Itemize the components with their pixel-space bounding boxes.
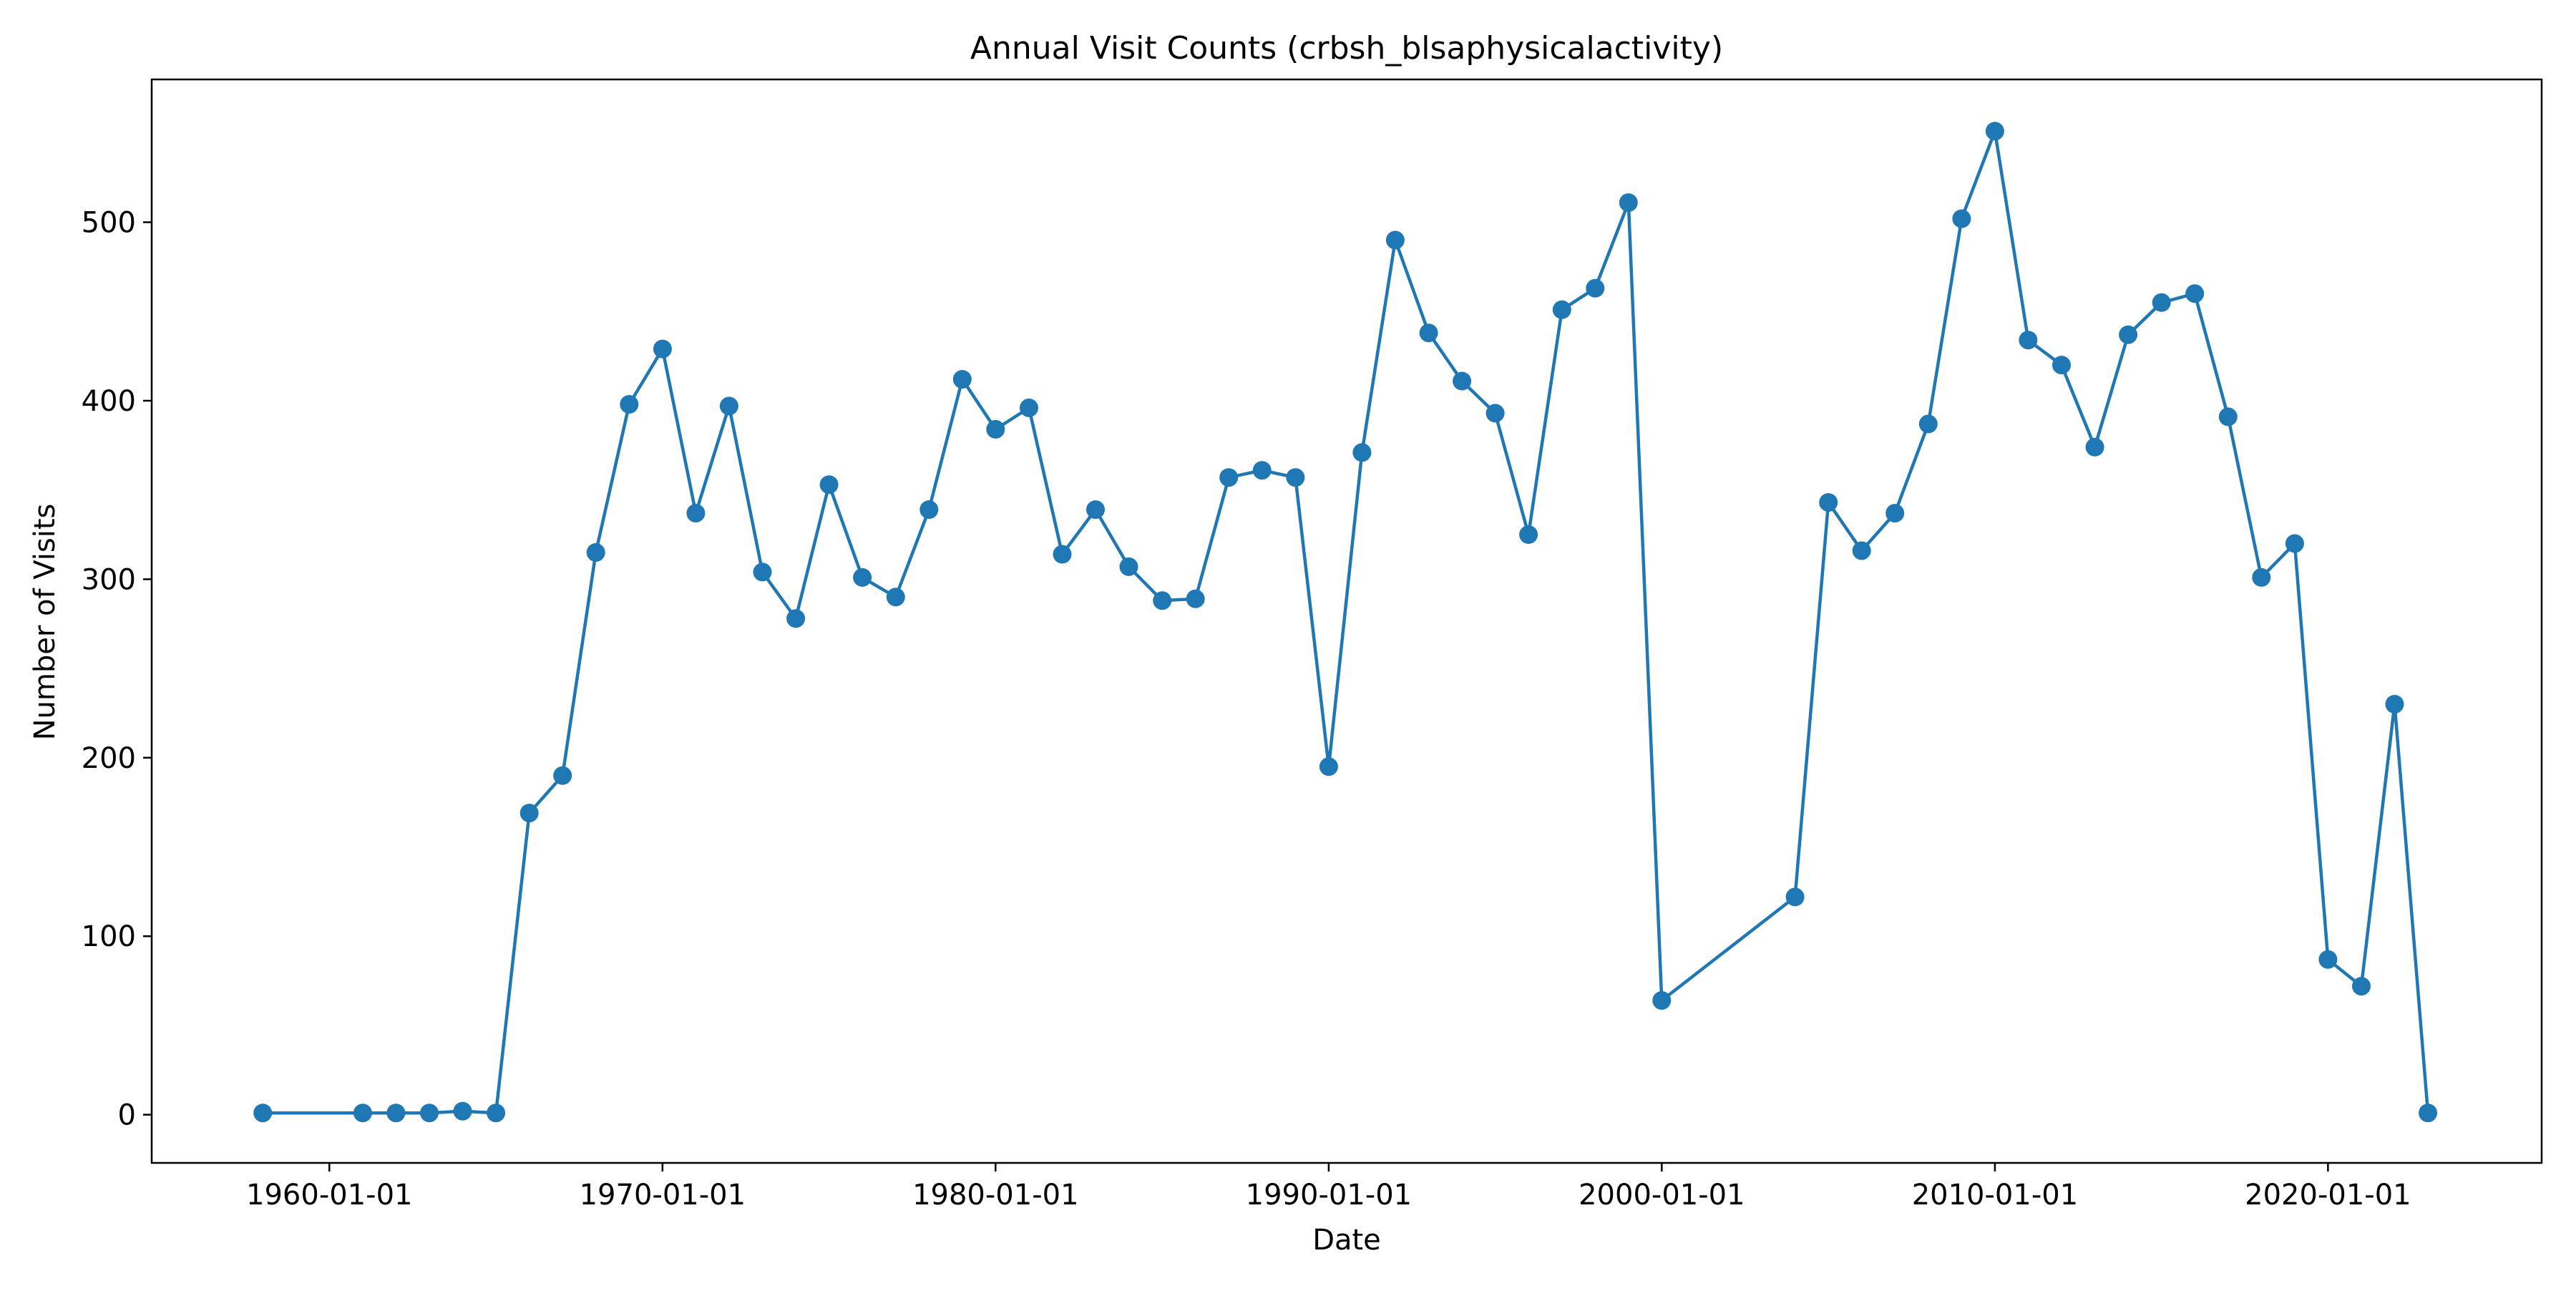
data-point — [1485, 404, 1505, 423]
x-axis-label: Date — [1312, 1224, 1381, 1257]
y-tick-label: 200 — [82, 742, 136, 775]
y-tick-label: 500 — [82, 207, 136, 240]
data-point — [2419, 1104, 2438, 1123]
data-point — [1219, 468, 1239, 487]
chart-title: Annual Visit Counts (crbsh_blsaphysicala… — [970, 30, 1723, 67]
data-point — [1319, 757, 1338, 776]
data-point — [620, 395, 639, 414]
data-point — [1785, 887, 1805, 907]
data-point — [420, 1104, 439, 1123]
data-point — [853, 567, 872, 587]
x-tick-label: 2020-01-01 — [2245, 1179, 2411, 1212]
data-point — [2119, 325, 2138, 344]
data-point — [1652, 991, 1672, 1010]
data-point — [2218, 407, 2238, 427]
data-point — [819, 475, 839, 495]
data-point — [1186, 589, 1205, 608]
data-point — [519, 804, 539, 823]
data-point — [1885, 504, 1905, 523]
data-point — [1153, 591, 1172, 610]
data-point — [1619, 193, 1638, 213]
x-tick-label: 1970-01-01 — [580, 1179, 746, 1212]
data-point — [1419, 323, 1438, 343]
data-point — [2252, 567, 2271, 587]
data-point — [1352, 443, 1372, 462]
data-point — [1286, 468, 1305, 487]
data-point — [487, 1104, 506, 1123]
data-point — [1952, 209, 1971, 228]
data-point — [553, 766, 572, 785]
data-point — [1252, 461, 1272, 480]
data-point — [1119, 557, 1138, 576]
data-point — [386, 1104, 406, 1123]
y-axis-label: Number of Visits — [29, 504, 62, 741]
data-point — [1453, 371, 1472, 391]
data-point — [1385, 230, 1405, 250]
data-point — [2152, 293, 2171, 312]
data-point — [686, 504, 706, 523]
series-layer — [253, 122, 2438, 1123]
data-point — [2285, 534, 2304, 553]
data-point — [586, 543, 605, 562]
x-axis-ticks: 1960-01-01 1970-01-01 1980-01-01 1990-01-01… — [246, 1163, 2411, 1212]
y-tick-label: 400 — [82, 385, 136, 418]
data-point — [453, 1101, 472, 1121]
data-point — [1985, 122, 2004, 141]
data-point — [886, 588, 905, 607]
y-tick-label: 300 — [82, 563, 136, 596]
data-point — [2318, 950, 2338, 969]
data-point — [253, 1104, 273, 1123]
plot-frame — [150, 78, 2543, 1164]
x-tick-label: 2000-01-01 — [1579, 1179, 1745, 1212]
data-point — [653, 339, 672, 359]
data-point — [952, 370, 972, 389]
y-tick-label: 0 — [118, 1099, 136, 1132]
data-point — [1086, 500, 1105, 520]
data-point — [919, 500, 939, 520]
x-tick-label: 1990-01-01 — [1246, 1179, 1412, 1212]
data-point — [2185, 284, 2205, 303]
data-point — [1852, 541, 1871, 560]
data-point — [1552, 300, 1571, 319]
y-tick-label: 100 — [82, 920, 136, 953]
data-point — [2385, 695, 2404, 713]
data-point — [2052, 356, 2071, 375]
data-point — [753, 562, 772, 582]
data-point — [2352, 977, 2371, 996]
data-point — [1586, 278, 1605, 298]
x-tick-label: 2010-01-01 — [1912, 1179, 2078, 1212]
data-point — [2019, 331, 2038, 350]
data-point — [986, 419, 1005, 439]
data-point — [719, 396, 738, 416]
x-tick-label: 1980-01-01 — [912, 1179, 1078, 1212]
data-point — [353, 1104, 372, 1123]
data-point — [2085, 437, 2104, 457]
data-point — [1519, 525, 1538, 544]
data-point — [1053, 545, 1072, 564]
series-line — [263, 130, 2430, 1115]
y-axis-ticks: 0 100 200 300 400 500 — [82, 207, 152, 1132]
x-tick-label: 1960-01-01 — [246, 1179, 412, 1212]
data-point — [1918, 414, 1938, 434]
data-point — [1020, 398, 1038, 417]
data-point — [786, 609, 806, 628]
data-point — [1819, 493, 1838, 512]
